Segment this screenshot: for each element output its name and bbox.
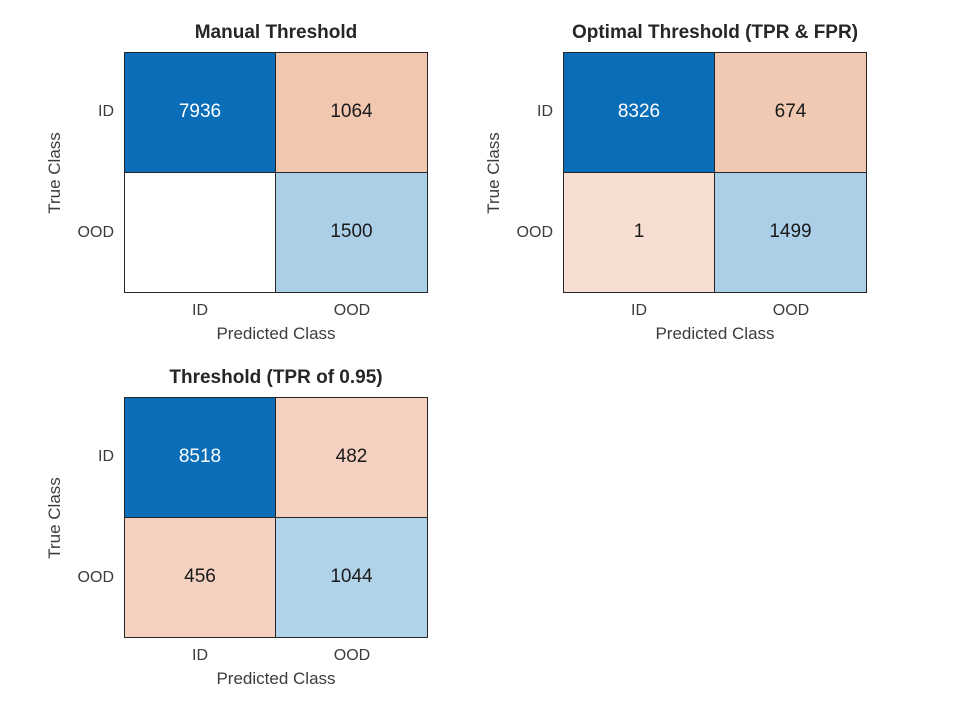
x-tick-label-id: ID	[192, 647, 208, 664]
matrix-cell-id-id: 8326	[564, 53, 715, 173]
x-tick-label-ood: OOD	[333, 647, 371, 664]
matrix-cell-ood-id	[125, 172, 276, 292]
confusion-matrix: 8326 674 1 1499	[563, 52, 867, 293]
x-tick-label-ood: OOD	[333, 302, 371, 319]
y-tick-label-ood: OOD	[77, 224, 114, 241]
matrix-cell-ood-id: 1	[564, 172, 715, 292]
x-axis-label: Predicted Class	[216, 669, 336, 688]
matrix-cell-ood-ood: 1499	[715, 172, 866, 292]
matrix-cell-id-id: 7936	[125, 53, 276, 173]
x-axis-label: Predicted Class	[216, 324, 336, 343]
confusion-matrix: 8518 482 456 1044	[124, 397, 428, 638]
matrix-cell-id-id: 8518	[125, 398, 276, 518]
x-tick-label-id: ID	[631, 302, 647, 319]
matrix-cell-ood-ood: 1044	[276, 517, 427, 637]
y-tick-label-ood: OOD	[516, 224, 553, 241]
confusion-chart-panel-optimal: Optimal Threshold (TPR & FPR) True Class…	[484, 22, 867, 343]
y-tick-label-id: ID	[537, 103, 553, 120]
x-tick-label-ood: OOD	[772, 302, 810, 319]
chart-title: Manual Threshold	[194, 22, 358, 43]
confusion-chart-panel-tpr095: Threshold (TPR of 0.95) True Class ID OO…	[45, 367, 428, 688]
x-axis-label: Predicted Class	[655, 324, 775, 343]
x-tick-label-id: ID	[192, 302, 208, 319]
y-tick-label-id: ID	[98, 448, 114, 465]
matrix-cell-ood-id: 456	[125, 517, 276, 637]
matrix-cell-id-ood: 482	[276, 398, 427, 518]
chart-title: Optimal Threshold (TPR & FPR)	[571, 22, 859, 43]
matrix-cell-ood-ood: 1500	[276, 172, 427, 292]
matrix-cell-id-ood: 674	[715, 53, 866, 173]
y-tick-label-id: ID	[98, 103, 114, 120]
matrix-cell-id-ood: 1064	[276, 53, 427, 173]
chart-title: Threshold (TPR of 0.95)	[169, 367, 383, 388]
confusion-chart-panel-manual: Manual Threshold True Class ID OOD 7936 …	[45, 22, 428, 343]
y-tick-label-ood: OOD	[77, 569, 114, 586]
confusion-matrix: 7936 1064 1500	[124, 52, 428, 293]
